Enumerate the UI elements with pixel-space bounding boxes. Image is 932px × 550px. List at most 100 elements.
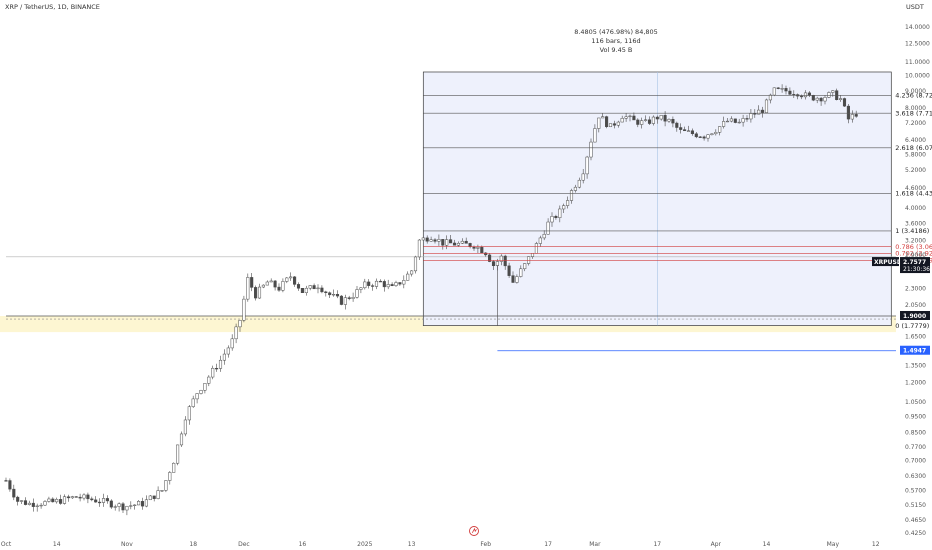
candle [320,285,324,294]
candle-body [706,134,710,139]
candle-body [780,88,784,90]
price-tick-24: 0.7000 [905,458,926,465]
candle-body [722,121,726,127]
price-tag-2[interactable]: 1.4947 [900,345,930,355]
candle [710,133,714,136]
candle [328,291,332,299]
time-tick-7: 13 [408,541,416,548]
fib-label-5: 0.786 (3.0675) [895,243,932,251]
candle-body [339,295,343,305]
candle [261,284,265,289]
candle [850,110,854,123]
price-tick-27: 0.5150 [905,502,926,509]
candle [335,290,340,299]
candle [819,96,823,106]
candle-body [534,243,538,254]
candle [757,105,761,115]
candle-body [616,121,620,126]
candle-body [335,293,340,297]
candle-body [343,297,347,305]
candle [105,495,109,504]
candle [152,495,156,502]
candle [39,503,43,509]
candle-body [31,502,35,507]
candle-body [429,239,433,242]
candle-body [421,237,425,241]
candle [296,282,301,291]
candle-body [121,503,125,511]
fib-label-4: 1 (3.4186) [895,227,929,235]
candle-body [371,285,375,287]
measure-change: 8.4805 (476.98%) 84,805 [574,28,658,36]
candle-body [519,268,523,277]
price-tick-15: 2.3000 [905,285,926,292]
candle-body [254,287,258,299]
candle [343,294,347,310]
candle-body [846,105,850,120]
candle [347,295,351,301]
tag-value: 2.7577 [903,259,926,266]
candle [168,470,172,485]
candle [129,501,133,510]
candle [269,278,273,283]
price-axis[interactable]: 14.0000 12.5000 11.0000 10.0000 9.0000 8.0000… [905,24,930,537]
candle [593,124,597,143]
candle [371,283,375,291]
candle-body [628,115,632,118]
candle-body [347,297,351,299]
price-tick-11: 4.0000 [905,205,926,212]
candle [815,96,819,104]
candle-body [20,500,24,502]
candle-body [191,398,195,407]
tag-countdown: 21:30:36 [903,266,930,273]
candle-body [550,216,554,223]
candle [172,462,176,473]
candle-body [768,94,772,101]
candle [246,273,250,302]
candle [156,486,160,500]
candle-body [413,256,418,272]
candle [332,289,336,297]
candle-body [390,284,394,286]
candle [413,255,418,274]
candle-body [222,353,226,361]
candle-body [718,126,722,133]
tradingview-logo-icon[interactable] [469,526,479,536]
time-axis[interactable]: Oct 14 Nov 18 Dec 16 2025 13 Feb 17 Mar 17 Apr 14 May 1… [1,541,932,548]
candle [113,504,117,511]
candle-body [226,347,230,355]
candle-body [113,506,117,508]
candle-body [27,502,31,505]
candle-body [234,326,238,340]
candle-body [566,200,570,206]
candle [324,290,328,297]
candle [203,383,207,394]
candle-body [8,480,12,490]
candle-body [589,141,593,158]
candle-body [608,123,613,128]
price-tick-14: 2.9000 [905,252,926,259]
candle-body [215,367,219,370]
candle [35,503,39,512]
candle [542,230,546,241]
candle [43,500,47,507]
fib-label-1: 3.618 (7.7137) [895,109,932,117]
candle [523,262,527,272]
candle-body [651,116,655,124]
candle [316,284,320,294]
candle [293,276,297,287]
candle-body [148,495,152,501]
price-tick-18: 1.3500 [905,362,926,369]
candle [558,205,562,223]
price-tick-12: 3.6000 [905,220,926,227]
candle-body [842,98,847,107]
candle [425,235,429,244]
price-tag-1[interactable]: 1.9000 [900,310,930,320]
candle [573,184,577,193]
price-tick-28: 0.4650 [905,517,926,524]
candle-body [710,133,714,135]
candle-body [90,498,94,501]
candle-body [47,498,51,502]
